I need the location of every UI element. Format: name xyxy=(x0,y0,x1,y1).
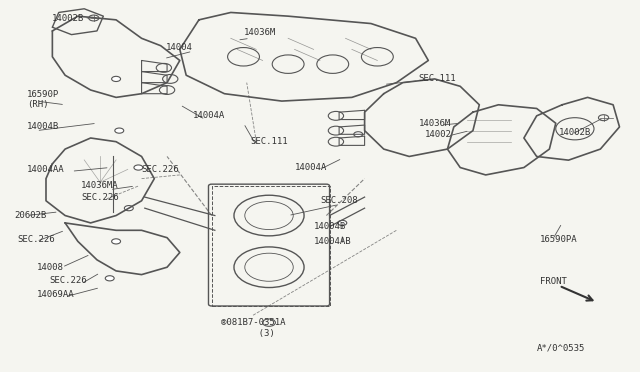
Text: 14004B: 14004B xyxy=(314,222,346,231)
Circle shape xyxy=(134,165,143,170)
Text: 14004: 14004 xyxy=(166,43,193,52)
Text: SEC.208: SEC.208 xyxy=(320,196,358,205)
Text: 14004AB: 14004AB xyxy=(314,237,351,246)
Text: SEC.111: SEC.111 xyxy=(250,137,287,146)
Text: 14002B: 14002B xyxy=(559,128,591,137)
Text: SEC.226: SEC.226 xyxy=(81,193,118,202)
Circle shape xyxy=(105,276,114,281)
Text: 14004A: 14004A xyxy=(193,111,225,121)
Text: SEC.111: SEC.111 xyxy=(419,74,456,83)
Text: FRONT: FRONT xyxy=(540,278,566,286)
Text: 14069AA: 14069AA xyxy=(36,291,74,299)
Text: 14002B: 14002B xyxy=(52,13,84,22)
Text: A*/0^0535: A*/0^0535 xyxy=(537,344,585,353)
Text: 14004AA: 14004AA xyxy=(27,165,65,174)
Circle shape xyxy=(354,132,363,137)
Text: 14004B: 14004B xyxy=(27,122,59,131)
Circle shape xyxy=(338,220,347,225)
Text: 14036M: 14036M xyxy=(244,28,276,37)
Text: 14008: 14008 xyxy=(36,263,63,272)
Text: SEC.226: SEC.226 xyxy=(49,276,87,285)
Text: 14004A: 14004A xyxy=(294,163,327,172)
Text: SEC.226: SEC.226 xyxy=(141,165,179,174)
Text: 16590P
(RH): 16590P (RH) xyxy=(27,90,59,109)
Text: 20602B: 20602B xyxy=(14,211,46,220)
Text: SEC.226: SEC.226 xyxy=(17,235,55,244)
Text: 16590PA: 16590PA xyxy=(540,235,577,244)
Circle shape xyxy=(111,239,120,244)
Circle shape xyxy=(115,128,124,133)
Text: 14036M: 14036M xyxy=(419,119,451,128)
Text: 14036MA: 14036MA xyxy=(81,182,118,190)
Text: 14002: 14002 xyxy=(425,130,452,139)
Circle shape xyxy=(124,206,133,211)
Text: ®081B7-0351A
       (3): ®081B7-0351A (3) xyxy=(221,318,285,338)
Circle shape xyxy=(111,76,120,81)
